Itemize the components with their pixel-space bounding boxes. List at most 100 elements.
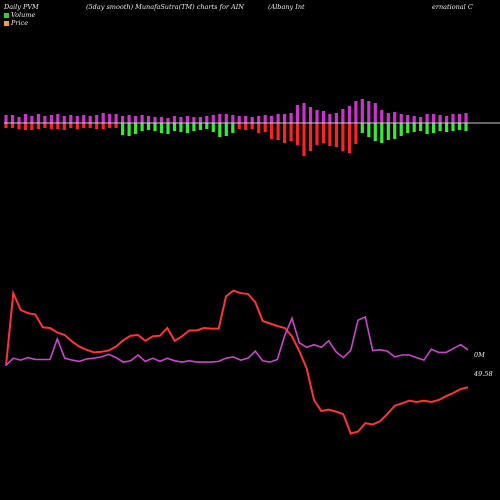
volume-bar-down <box>438 123 442 131</box>
volume-bar-up <box>347 106 351 123</box>
volume-bar-down <box>406 123 410 133</box>
volume-bar-down <box>328 123 332 146</box>
volume-bar-down <box>445 123 449 132</box>
volume-bar-up <box>10 115 15 123</box>
volume-bar-up <box>231 115 235 123</box>
volume-bar-down <box>88 123 92 128</box>
volume-bar-down <box>393 123 397 139</box>
volume-bar-up <box>56 114 60 123</box>
volume-bar-up <box>108 114 112 123</box>
volume-bar-down <box>30 123 34 130</box>
volume-bar-up <box>30 116 34 123</box>
chart-title-left: Daily PVM <box>4 3 39 11</box>
price-swatch <box>4 20 9 26</box>
volume-swatch <box>4 12 9 18</box>
legend-price: Price <box>4 19 28 27</box>
volume-bar-up <box>49 115 53 123</box>
volume-bar-up <box>198 117 202 123</box>
volume-bar-up <box>17 117 21 123</box>
volume-bar-down <box>315 123 319 145</box>
volume-bar-down <box>134 123 138 134</box>
volume-bar-down <box>263 123 267 132</box>
volume-bar-down <box>95 123 99 129</box>
volume-bar-up <box>445 116 449 123</box>
volume-bar-down <box>23 123 27 130</box>
volume-bar-up <box>276 114 280 123</box>
volume-bar-up <box>224 114 228 123</box>
volume-bar-up <box>295 105 300 123</box>
volume-bar-down <box>166 123 170 134</box>
volume-bar-up <box>166 118 170 123</box>
volume-bar-down <box>36 123 40 129</box>
volume-bar-down <box>49 123 53 129</box>
volume-bar-down <box>179 123 183 132</box>
volume-bar-up <box>438 115 442 123</box>
volume-bar-up <box>451 114 455 123</box>
volume-bar-down <box>62 123 66 130</box>
volume-bar-up <box>334 113 338 123</box>
volume-bar-up <box>373 103 377 123</box>
volume-bar-down <box>464 123 468 131</box>
volume-bar-up <box>257 116 261 123</box>
volume-bar-up <box>263 115 267 123</box>
volume-bar-up <box>244 116 248 123</box>
volume-bar-down <box>276 123 280 140</box>
volume-bar-up <box>43 116 47 123</box>
volume-bar-down <box>360 123 364 133</box>
volume-bar-up <box>88 116 92 123</box>
volume-bar-down <box>412 123 416 132</box>
volume-bar-down <box>121 123 125 135</box>
volume-bar-up <box>457 114 462 123</box>
volume-bar-down <box>380 123 384 143</box>
price-line <box>5 289 469 435</box>
company-name-part2: ernational C <box>432 3 473 11</box>
volume-bar-down <box>10 123 15 128</box>
volume-bar-up <box>218 114 222 123</box>
volume-bar-down <box>399 123 403 136</box>
volume-bar-down <box>289 123 293 141</box>
volume-bar-down <box>321 123 326 143</box>
volume-bar-down <box>69 123 73 128</box>
volume-bar-up <box>146 116 151 123</box>
volume-bar-down <box>82 123 86 128</box>
volume-bar-up <box>140 115 144 123</box>
volume-bar-up <box>127 115 131 123</box>
volume-bar-up <box>159 117 164 123</box>
volume-bar-down <box>419 123 423 131</box>
volume-bar-down <box>425 123 429 134</box>
legend-volume: Volume <box>4 11 35 19</box>
volume-bar-down <box>341 123 345 151</box>
volume-bar-up <box>179 117 183 123</box>
volume-bar-up <box>192 117 196 123</box>
volume-bar-up <box>425 114 429 123</box>
volume-bar-down <box>108 123 112 128</box>
volume-bar-up <box>399 114 403 123</box>
volume-bar-up <box>341 109 345 123</box>
volume-bar-down <box>211 123 215 132</box>
volume-bar-down <box>244 123 248 130</box>
volume-bar-up <box>36 114 40 123</box>
volume-bar-up <box>367 101 371 123</box>
volume-bar-down <box>231 123 235 133</box>
volume-bar-up <box>328 114 332 123</box>
volume-bar-up <box>321 111 326 123</box>
volume-bar-up <box>121 116 125 123</box>
volume-bar-up <box>406 115 410 123</box>
volume-bar-down <box>237 123 241 129</box>
volume-bar-up <box>360 99 364 123</box>
volume-bar-down <box>295 123 300 145</box>
volume-bar-down <box>159 123 164 133</box>
volume-bar-down <box>17 123 21 129</box>
volume-bar-down <box>127 123 131 136</box>
volume-bar-down <box>308 123 313 151</box>
volume-bar-up <box>82 115 86 123</box>
volume-bar-up <box>23 114 27 123</box>
volume-bar-down <box>257 123 261 133</box>
volume-bar-up <box>237 116 241 123</box>
volume-bar-down <box>198 123 202 130</box>
volume-bar-down <box>140 123 144 131</box>
volume-bar-down <box>302 123 306 156</box>
volume-bar-up <box>283 114 287 123</box>
volume-bar-down <box>43 123 47 128</box>
